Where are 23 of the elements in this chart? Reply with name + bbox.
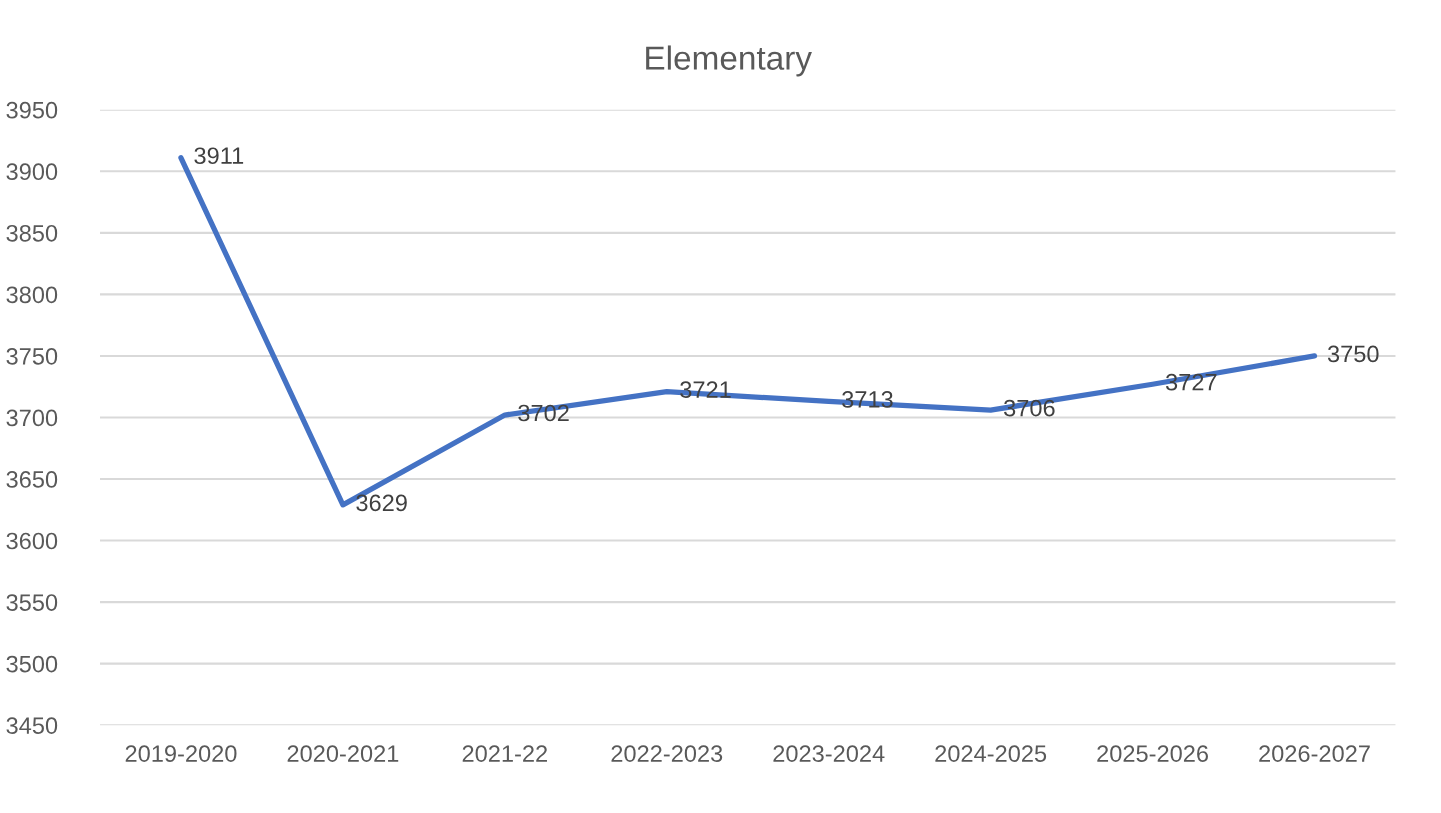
data-label: 3911: [194, 147, 244, 165]
y-tick-label: 3550: [6, 594, 58, 611]
y-tick-label: 3800: [6, 286, 58, 304]
y-tick-label: 3600: [6, 532, 58, 550]
x-tick-label: 2022-2023: [611, 745, 723, 762]
x-tick-label: 2024-2025: [935, 745, 1047, 762]
x-tick-label: 2021-22: [462, 745, 547, 762]
x-tick-label: 2026-2027: [1259, 745, 1370, 762]
y-tick-label: 3500: [6, 655, 58, 673]
x-tick-label: 2020-2021: [287, 745, 399, 762]
data-label: 3629: [356, 494, 407, 512]
y-tick-label: 3700: [6, 409, 58, 427]
y-tick-label: 3950: [6, 101, 58, 119]
data-label: 3750: [1327, 345, 1379, 363]
chart-title: Elementary: [646, 45, 812, 77]
y-tick-label: 3650: [6, 471, 58, 488]
y-tick-label: 3900: [6, 163, 58, 181]
x-tick-label: 2025-2026: [1097, 745, 1208, 762]
y-tick-label: 3750: [6, 348, 58, 365]
y-tick-label: 3450: [6, 717, 58, 734]
x-tick-label: 2019-2020: [125, 745, 237, 762]
y-tick-label: 3850: [6, 224, 58, 242]
x-tick-label: 2023-2024: [773, 745, 885, 762]
